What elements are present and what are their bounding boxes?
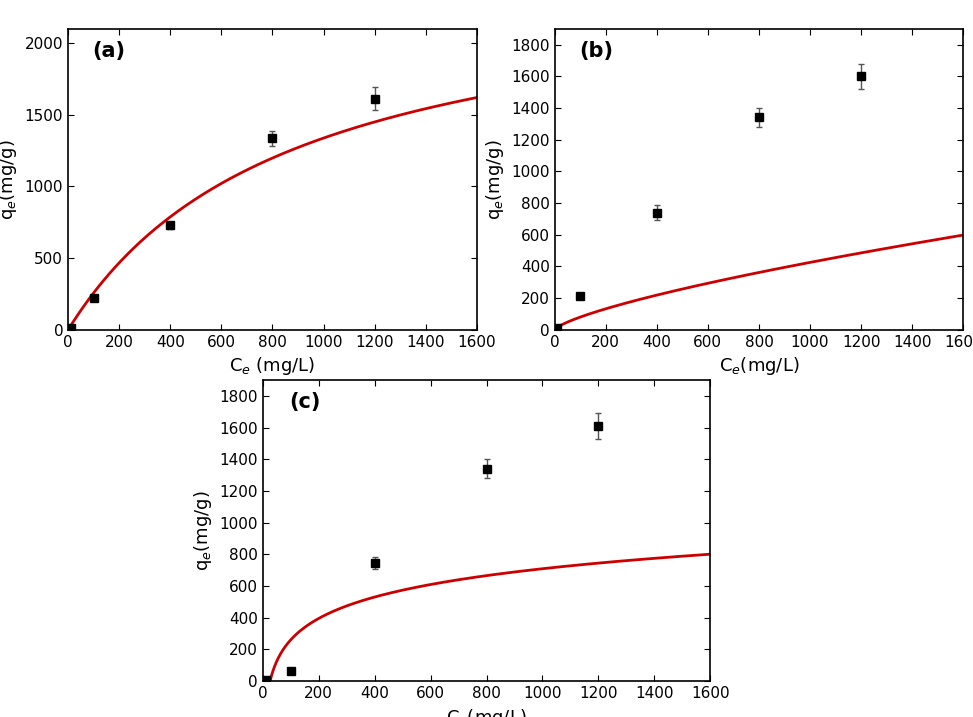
X-axis label: C$_e$(mg/L): C$_e$(mg/L) xyxy=(447,706,526,717)
Text: (b): (b) xyxy=(579,41,613,61)
Y-axis label: q$_e$(mg/g): q$_e$(mg/g) xyxy=(0,139,19,219)
Text: (a): (a) xyxy=(92,41,126,61)
Text: (c): (c) xyxy=(290,392,321,412)
Y-axis label: q$_e$(mg/g): q$_e$(mg/g) xyxy=(192,490,214,571)
X-axis label: C$_e$(mg/L): C$_e$(mg/L) xyxy=(719,355,799,377)
Y-axis label: q$_e$(mg/g): q$_e$(mg/g) xyxy=(484,139,506,219)
X-axis label: C$_e$ (mg/L): C$_e$ (mg/L) xyxy=(230,355,315,377)
